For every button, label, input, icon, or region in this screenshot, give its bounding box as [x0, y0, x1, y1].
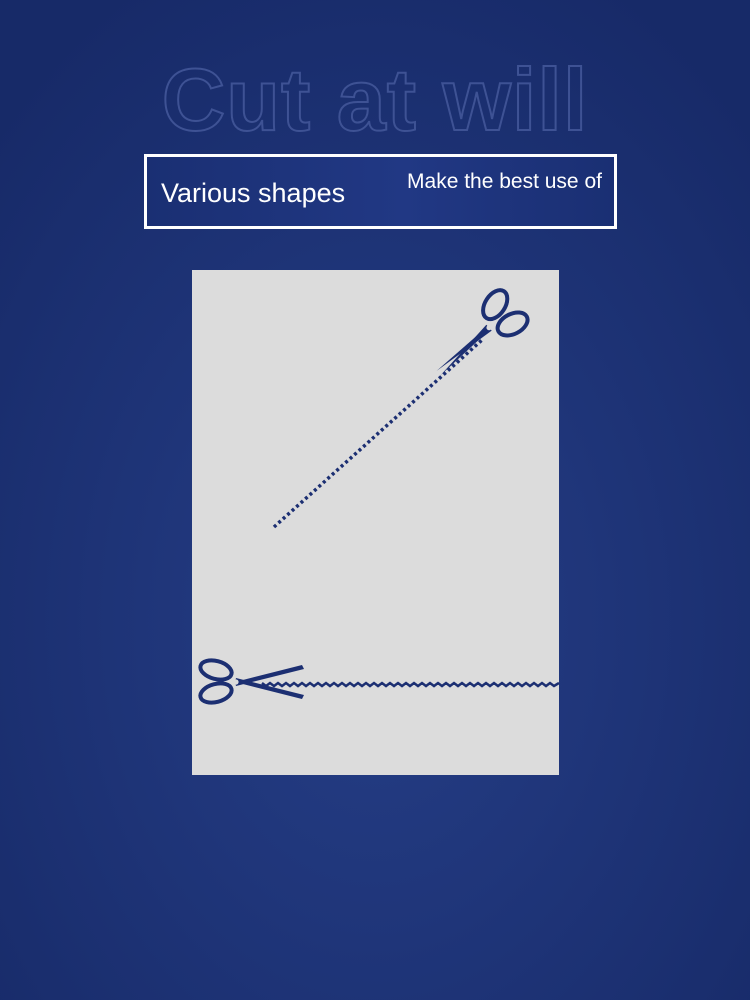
tagline-right: Make the best use of: [407, 170, 602, 193]
scissors-icon: [198, 658, 304, 705]
horizontal-cut-line: [261, 681, 559, 688]
tagline-box: Various shapes Make the best use of: [144, 154, 617, 229]
tagline-left: Various shapes: [161, 178, 346, 208]
diagonal-cut-line: [272, 338, 484, 529]
cut-illustration: [198, 288, 559, 705]
headline: Cut at will: [161, 49, 589, 150]
paper-sheet: [192, 270, 559, 775]
scissors-icon: [436, 288, 530, 376]
